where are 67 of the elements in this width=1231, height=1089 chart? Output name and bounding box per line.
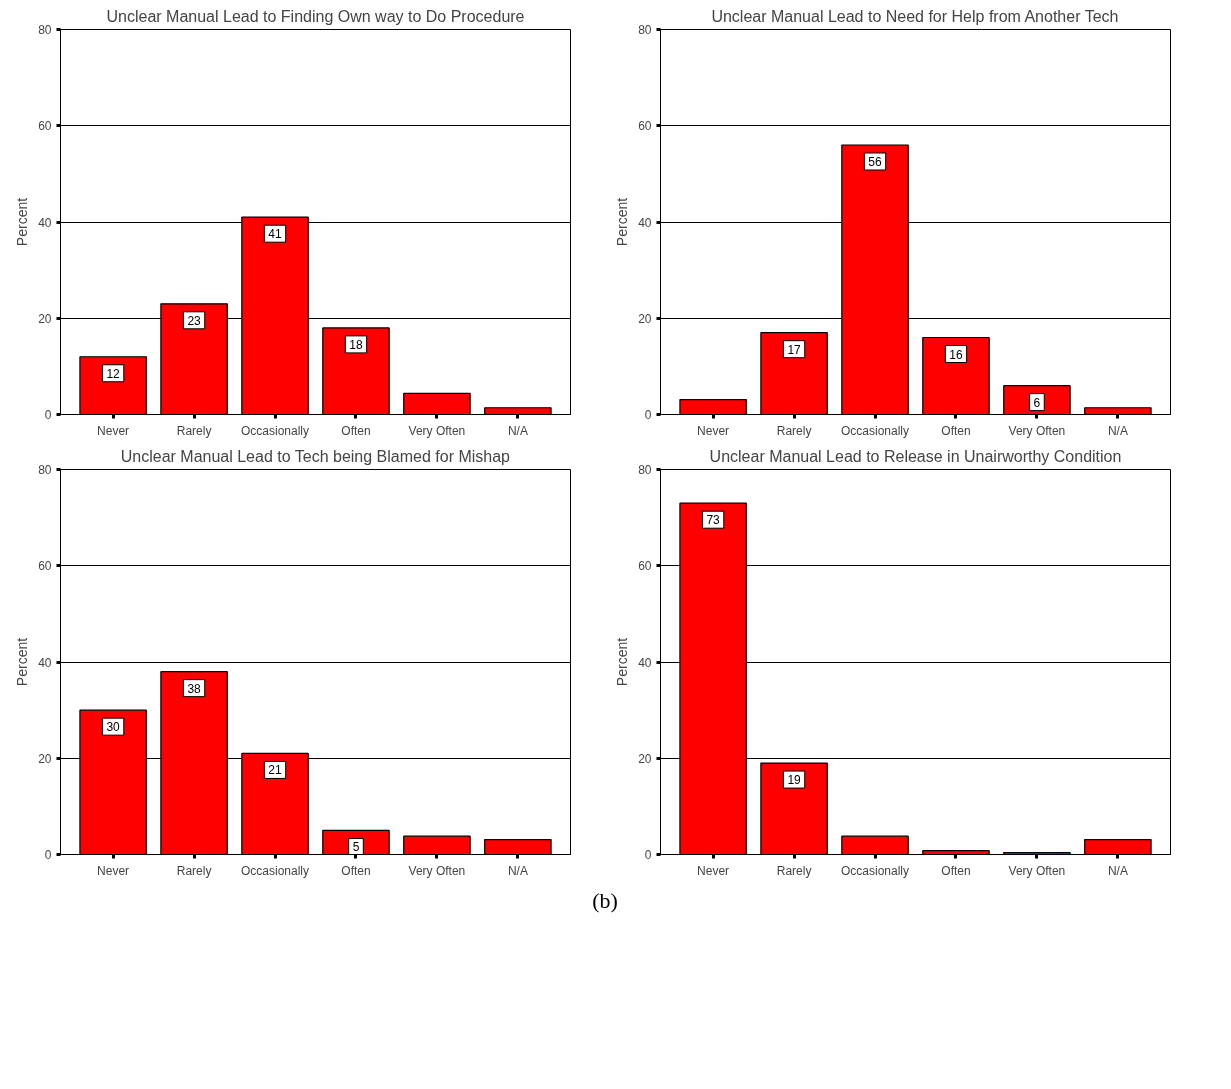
x-tick-label: Rarely [776,423,812,438]
x-tick-label: Never [697,863,730,878]
y-tick-label: 20 [38,311,52,326]
x-tick-label: N/A [1107,423,1128,438]
y-tick-label: 40 [38,655,52,670]
data-label: 16 [949,347,963,362]
y-tick-label: 0 [644,848,652,862]
y-tick-label: 20 [38,751,52,766]
y-tick-label: 20 [638,751,652,766]
y-tick-label: 0 [44,408,52,422]
x-tick-label: Often [341,423,371,438]
data-label: 41 [268,227,283,242]
text: (b) [592,887,618,915]
x-tick-label: N/A [507,423,528,438]
x-tick-label: Occasionally [841,423,910,438]
y-tick-label: 60 [38,119,52,134]
y-tick-label: 60 [38,559,52,574]
y-tick-label: 0 [644,408,652,422]
data-label: 12 [106,366,121,381]
y-tick-label: 60 [638,119,652,134]
y-tick-label: 80 [638,23,652,37]
y-axis-title: Percent [614,197,631,247]
x-tick-label: Often [941,863,971,878]
y-axis-title: Percent [14,637,31,687]
data-label: 6 [1033,395,1041,410]
y-axis-title: Percent [614,637,631,687]
y-tick-label: 80 [38,23,52,37]
data-label: 73 [706,513,721,528]
y-axis-title: Percent [14,197,31,247]
y-tick-label: 20 [638,311,652,326]
data-label: 30 [106,720,121,735]
x-tick-label: Very Often [1008,863,1066,878]
x-tick-label: Never [697,423,730,438]
y-tick-label: 0 [44,848,52,862]
y-tick-label: 80 [638,463,652,477]
chart-title: Unclear Manual Lead to Release in Unairworthy Condition [709,447,1122,465]
x-tick-label: Never [97,423,130,438]
chart-title: Unclear Manual Lead to Need for Help from Another Tech [711,7,1119,25]
x-tick-label: Occasionally [241,863,310,878]
y-tick-label: 80 [38,463,52,477]
x-tick-label: Rarely [176,863,212,878]
data-label: 21 [268,763,283,778]
x-tick-label: Very Often [408,863,466,878]
chart-title: Unclear Manual Lead to Tech being Blamed for Mishap [120,447,511,465]
x-tick-label: Never [97,863,130,878]
x-tick-label: N/A [507,863,528,878]
x-tick-label: Occasionally [841,863,910,878]
x-tick-label: Often [341,863,371,878]
x-tick-label: Rarely [176,423,212,438]
data-label: 38 [187,681,202,696]
x-tick-label: Rarely [776,863,812,878]
data-label: 56 [868,155,883,169]
y-tick-label: 40 [638,655,652,670]
y-tick-label: 40 [38,215,52,230]
chart-title: Unclear Manual Lead to Finding Own way to Do Procedure [106,7,525,25]
data-label: 19 [787,773,802,788]
x-tick-label: Very Often [408,423,466,438]
x-tick-label: N/A [1107,863,1128,878]
data-label: 18 [349,337,363,352]
data-label: 23 [187,313,202,328]
y-tick-label: 40 [638,215,652,230]
x-tick-label: Often [941,423,971,438]
x-tick-label: Very Often [1008,423,1066,438]
data-label: 5 [352,840,360,855]
data-label: 17 [787,342,802,357]
x-tick-label: Occasionally [241,423,310,438]
y-tick-label: 60 [638,559,652,574]
